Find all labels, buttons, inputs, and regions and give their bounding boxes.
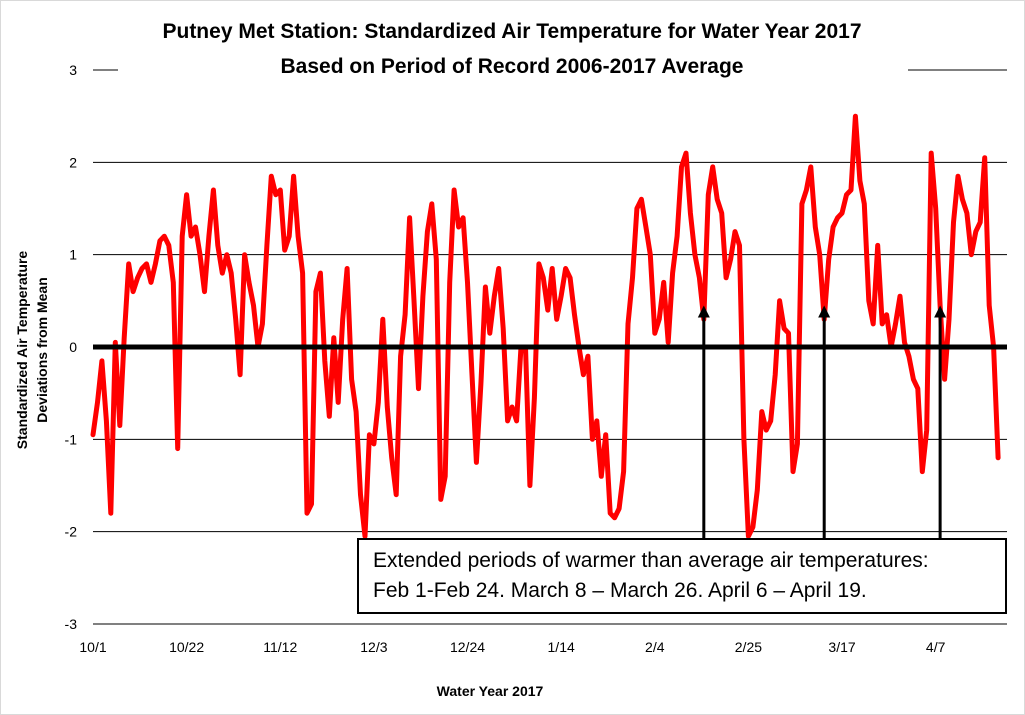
arrow-head — [934, 305, 947, 318]
y-tick-label: -3 — [65, 616, 78, 632]
gridlines — [93, 69, 1007, 625]
x-axis-tick-labels: 10/1 10/22 11/12 12/3 12/24 1/14 2/4 2/25 3/17 4/… — [79, 639, 945, 655]
x-tick-label: 1/14 — [548, 639, 575, 655]
march-warm-period-arrow — [818, 305, 831, 541]
arrow-head — [818, 305, 831, 318]
annotation-line-1: Extended periods of warmer than average … — [373, 549, 929, 572]
annotation-box: Extended periods of warmer than average … — [357, 538, 1007, 614]
x-tick-label: 3/17 — [828, 639, 855, 655]
x-tick-label: 12/24 — [450, 639, 485, 655]
annotation-line-2: Feb 1-Feb 24. March 8 – March 26. April … — [373, 579, 867, 602]
arrow-head — [697, 305, 710, 318]
x-tick-label: 2/4 — [645, 639, 665, 655]
series-layer — [90, 113, 1001, 539]
x-tick-label: 4/7 — [926, 639, 946, 655]
chart-title-line-1: Putney Met Station: Standardized Air Tem… — [162, 20, 861, 43]
y-tick-label: -2 — [65, 524, 78, 540]
x-tick-label: 10/1 — [79, 639, 106, 655]
x-tick-label: 11/12 — [263, 639, 297, 655]
temperature-deviation-line — [90, 113, 1001, 539]
april-warm-period-arrow — [934, 305, 947, 541]
y-axis-title-line-2: Deviations from Mean — [34, 277, 50, 422]
y-tick-label: 3 — [69, 62, 77, 78]
feb-warm-period-arrow — [697, 305, 710, 541]
chart-title-line-2: Based on Period of Record 2006-2017 Aver… — [281, 55, 744, 78]
y-axis-tick-labels: 3 2 1 0 -1 -2 -3 — [65, 62, 78, 632]
y-tick-label: -1 — [65, 431, 78, 447]
y-tick-label: 2 — [69, 154, 77, 170]
y-axis-title-line-1: Standardized Air Temperature — [14, 251, 30, 450]
arrow-layer — [697, 305, 947, 541]
x-tick-label: 12/3 — [360, 639, 387, 655]
y-tick-label: 1 — [69, 247, 77, 263]
x-tick-label: 10/22 — [169, 639, 204, 655]
x-axis-title: Water Year 2017 — [437, 683, 544, 699]
x-tick-label: 2/25 — [735, 639, 762, 655]
y-tick-label: 0 — [69, 339, 77, 355]
